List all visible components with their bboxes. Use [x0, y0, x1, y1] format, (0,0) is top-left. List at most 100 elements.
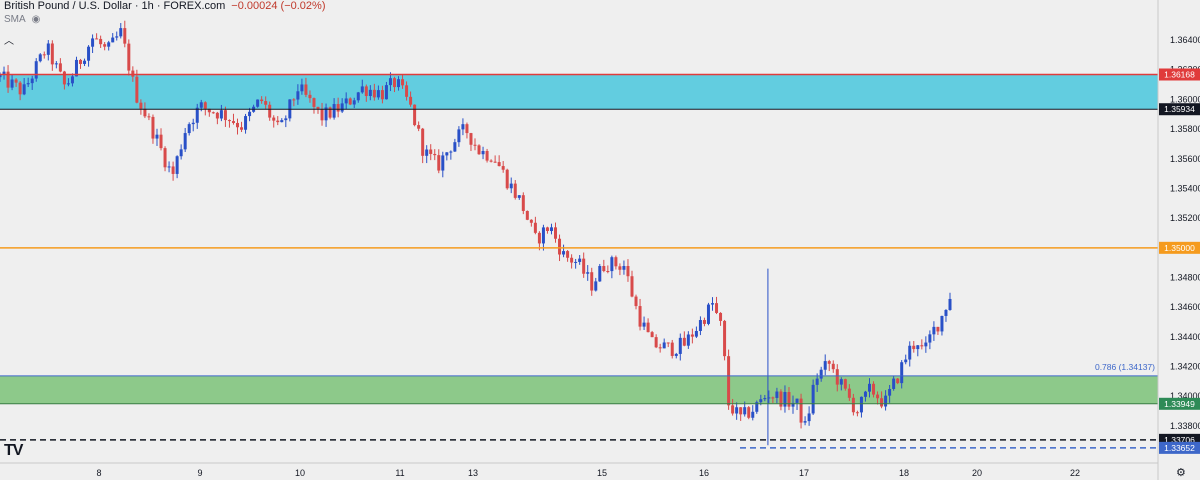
x-tick-label: 17: [799, 468, 809, 478]
candle-body: [187, 124, 191, 134]
blue-dashed-price-badge: [1159, 441, 1200, 454]
candle-body: [948, 298, 952, 310]
candle-body: [457, 129, 461, 143]
candle-body: [501, 166, 505, 170]
candle-body: [292, 99, 296, 101]
candle-body: [839, 379, 843, 385]
candle-body: [2, 71, 6, 75]
candle-body: [900, 362, 904, 384]
candle-body: [175, 156, 179, 174]
candle-body: [892, 378, 896, 389]
candle-body: [356, 92, 360, 101]
candle-body: [151, 116, 155, 139]
settings-icon[interactable]: ⚙: [1176, 467, 1186, 479]
candle-body: [485, 150, 489, 161]
candle-body: [425, 149, 429, 156]
candle-body: [711, 303, 714, 305]
candle-body: [413, 104, 417, 126]
candle-body: [739, 407, 743, 415]
candle-body: [207, 108, 211, 113]
collapse-chevron-icon[interactable]: ︿: [4, 36, 14, 47]
candle-body: [453, 142, 457, 152]
candle-body: [545, 227, 549, 231]
candle-body: [859, 396, 863, 413]
candle-body: [843, 379, 847, 389]
candle-body: [42, 54, 46, 56]
candle-body: [884, 395, 888, 407]
candle-body: [441, 155, 445, 171]
indicator-label: SMA: [4, 14, 26, 25]
candle-body: [867, 383, 871, 392]
candle-body: [562, 251, 566, 255]
candle-body: [62, 71, 66, 85]
candle-body: [582, 258, 586, 274]
candle-body: [70, 76, 74, 84]
candle-body: [58, 63, 62, 72]
indicator-legend[interactable]: SMA ◉: [4, 14, 40, 25]
candle-body: [936, 326, 940, 332]
candle-body: [537, 232, 541, 244]
annotations-layer: 0.786 (1.34137): [1095, 362, 1155, 372]
x-tick-label: 8: [96, 468, 101, 478]
candle-body: [586, 272, 590, 274]
x-tick-label: 15: [597, 468, 607, 478]
candle-body: [618, 266, 622, 270]
eye-icon[interactable]: ◉: [31, 14, 41, 25]
candle-body: [183, 133, 187, 150]
zones-layer: [0, 74, 1158, 404]
candle-body: [682, 337, 686, 346]
candle-body: [916, 345, 920, 350]
candle-body: [364, 86, 368, 97]
candle-body: [111, 37, 115, 43]
candle-body: [360, 86, 364, 93]
candle-body: [678, 337, 682, 354]
candle-body: [340, 103, 344, 112]
candle-body: [240, 127, 244, 130]
candle-body: [215, 112, 219, 119]
candle-body: [606, 271, 610, 273]
candle-body: [610, 257, 614, 272]
candle-body: [107, 42, 111, 47]
red-price-badge-label: 1.36168: [1164, 69, 1195, 79]
candle-body: [920, 345, 924, 347]
candle-body: [876, 394, 880, 399]
candle-body: [505, 169, 509, 189]
candle-body: [316, 106, 320, 110]
candle-body: [626, 266, 630, 277]
candle-body: [123, 28, 127, 44]
candle-body: [674, 353, 678, 356]
candle-body: [372, 89, 376, 98]
candle-body: [211, 112, 215, 114]
candle-body: [392, 78, 396, 88]
candle-body: [332, 104, 336, 118]
candle-body: [91, 38, 95, 47]
candle-body: [87, 46, 91, 61]
candle-body: [880, 398, 884, 407]
candle-body: [819, 369, 823, 379]
candle-body: [320, 109, 324, 121]
candle-body: [622, 266, 626, 270]
candle-body: [22, 84, 26, 95]
candle-body: [634, 296, 638, 307]
candle-body: [521, 195, 525, 211]
symbol-title[interactable]: British Pound / U.S. Dollar · 1h · FOREX…: [4, 0, 226, 12]
x-tick-label: 18: [899, 468, 909, 478]
candle-body: [143, 108, 147, 117]
candle-body: [755, 402, 759, 412]
candle-body: [727, 356, 731, 406]
candle-body: [272, 117, 276, 121]
candle-body: [155, 134, 159, 139]
y-tick-label: 1.35600: [1170, 154, 1200, 164]
candle-body: [670, 342, 674, 356]
candle-body: [449, 151, 453, 153]
candle-body: [690, 334, 694, 337]
x-tick-label: 10: [295, 468, 305, 478]
orange-price-badge: [1159, 241, 1200, 254]
candle-body: [932, 326, 936, 335]
candle-body: [791, 402, 795, 407]
y-tick-label: 1.34200: [1170, 362, 1200, 372]
x-tick-label: 9: [197, 468, 202, 478]
candle-body: [227, 120, 231, 122]
x-axis: 8 9 10 11 13 15 16 17 18 20 22: [96, 468, 1080, 478]
